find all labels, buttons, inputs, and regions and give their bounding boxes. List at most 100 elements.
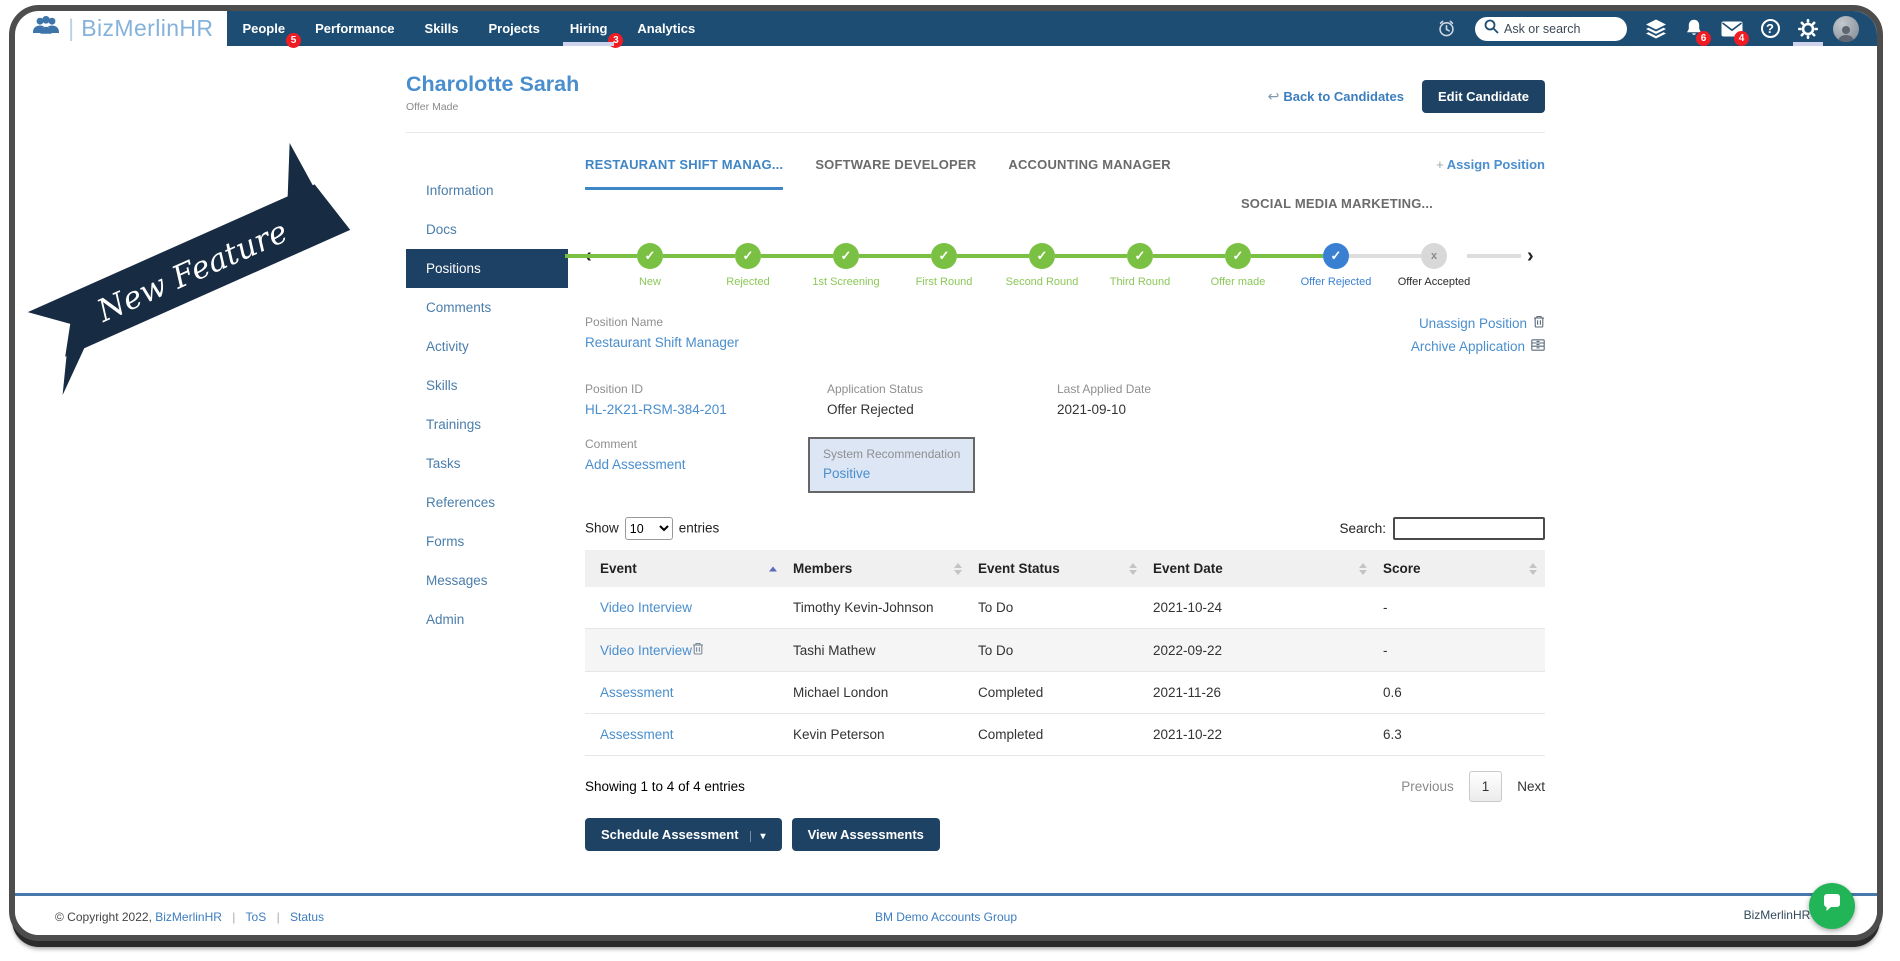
settings-gear-icon[interactable] [1789,11,1827,46]
sidebar-item-information[interactable]: Information [426,183,494,198]
event-date-cell: 2022-09-22 [1145,628,1375,672]
global-search [1475,16,1627,41]
stage-1st-screening: ✓ 1st Screening [761,243,895,288]
mail-badge: 4 [1734,31,1749,46]
show-entries-select[interactable]: 10 [624,517,673,540]
sidebar-item-admin[interactable]: Admin [426,612,465,627]
chat-widget-button[interactable] [1809,883,1855,929]
event-link[interactable]: Assessment [600,685,674,700]
search-input[interactable] [1504,21,1618,36]
nav-item-analytics[interactable]: Analytics [637,21,696,36]
candidate-status: Offer Made [406,101,459,113]
assign-position-link[interactable]: + Assign Position [1436,157,1545,172]
edit-candidate-button[interactable]: Edit Candidate [1421,80,1545,113]
position-name-link[interactable]: Restaurant Shift Manager [585,335,739,350]
stage-check-icon[interactable]: ✓ [637,243,663,269]
archive-application-link[interactable]: Archive Application [1411,339,1545,354]
schedule-assessment-button[interactable]: Schedule Assessment ▾ [585,818,782,851]
hiring-badge: 3 [608,33,624,48]
table-search-input[interactable] [1393,517,1545,540]
column-header-event-date[interactable]: Event Date [1145,550,1375,587]
nav-item-projects[interactable]: Projects [488,21,540,36]
sidebar-item-trainings[interactable]: Trainings [426,417,482,432]
unassign-position-link[interactable]: Unassign Position [1411,315,1545,331]
sidebar-item-docs[interactable]: Docs [426,222,457,237]
sort-icon [954,562,962,575]
logo-divider: | [68,14,75,42]
stage-check-icon[interactable]: ✓ [1029,243,1055,269]
position-tabs: RESTAURANT SHIFT MANAG... SOFTWARE DEVEL… [585,157,1545,190]
chat-bubble-icon [1820,892,1844,921]
event-date-cell: 2021-10-24 [1145,587,1375,629]
tab-restaurant-shift-manager[interactable]: RESTAURANT SHIFT MANAG... [585,157,784,190]
column-header-event[interactable]: Event [585,550,785,587]
notifications-bell-icon[interactable]: 6 [1675,11,1713,46]
add-assessment-link[interactable]: Add Assessment [585,457,686,472]
sidebar-item-skills[interactable]: Skills [426,378,458,393]
column-header-score[interactable]: Score [1375,550,1545,587]
candidate-sidebar: Information Docs Positions Comments Acti… [406,133,568,639]
delete-event-trash-icon[interactable] [692,642,704,658]
stack-layers-icon[interactable] [1637,11,1675,46]
sidebar-item-messages[interactable]: Messages [426,573,488,588]
event-link[interactable]: Video Interview [600,600,693,615]
sidebar-item-forms[interactable]: Forms [426,534,465,549]
column-header-event-status[interactable]: Event Status [970,550,1145,587]
members-cell: Kevin Peterson [785,713,970,756]
help-icon[interactable]: ? [1751,11,1789,46]
nav-item-skills[interactable]: Skills [424,21,459,36]
app-window: | BizMerlinHR People 5 Performance Skill… [9,5,1883,941]
demo-accounts-group-link[interactable]: BM Demo Accounts Group [874,910,1018,924]
event-date-cell: 2021-10-22 [1145,713,1375,756]
time-clock-icon[interactable] [1427,11,1465,46]
logo[interactable]: | BizMerlinHR [15,11,228,46]
tos-link[interactable]: ToS [245,910,267,924]
stage-offer-made: ✓ Offer made [1153,243,1287,288]
pagination-previous[interactable]: Previous [1401,779,1454,794]
sidebar-item-comments[interactable]: Comments [426,300,492,315]
bell-badge: 6 [1696,31,1711,46]
sidebar-item-references[interactable]: References [426,495,496,510]
back-to-candidates-link[interactable]: ↩ Back to Candidates [1267,88,1404,104]
stage-check-icon[interactable]: ✓ [1225,243,1251,269]
score-cell: 0.6 [1375,671,1545,714]
event-link[interactable]: Assessment [600,727,674,742]
pagination-page-1[interactable]: 1 [1468,771,1503,802]
hiring-stage-timeline: ‹ ✓ New ✓ Rejected ✓ 1st Screening ✓ Fir… [565,243,1545,288]
dropdown-caret-icon: ▾ [749,831,766,842]
stage-check-icon[interactable]: ✓ [931,243,957,269]
stage-check-icon[interactable]: ✓ [1127,243,1153,269]
tab-software-developer[interactable]: SOFTWARE DEVELOPER [815,157,977,172]
stage-check-icon[interactable]: ✓ [735,243,761,269]
logo-text: BizMerlinHR [81,15,214,41]
footer-brand-link[interactable]: BizMerlinHR [155,910,222,924]
score-cell: - [1375,587,1545,629]
user-avatar[interactable] [1827,11,1865,46]
event-link[interactable]: Video Interview [600,643,693,658]
view-assessments-button[interactable]: View Assessments [791,818,940,851]
stage-rejected: ✓ Rejected [663,243,797,288]
timeline-next-chevron[interactable]: › [1527,245,1534,267]
stage-check-icon[interactable]: ✓ [1323,243,1349,269]
messages-envelope-icon[interactable]: 4 [1713,11,1751,46]
position-id-label: Position ID [585,382,644,396]
nav-item-performance[interactable]: Performance [315,21,395,36]
position-name-label: Position Name [585,315,664,329]
sidebar-item-activity[interactable]: Activity [426,339,469,354]
score-cell: 6.3 [1375,713,1545,756]
sort-icon [1529,562,1537,575]
nav-item-hiring[interactable]: Hiring 3 [555,11,624,48]
top-navbar: | BizMerlinHR People 5 Performance Skill… [15,11,1877,48]
stage-check-icon[interactable]: ✓ [833,243,859,269]
sidebar-item-tasks[interactable]: Tasks [426,456,461,471]
tab-accounting-manager[interactable]: ACCOUNTING MANAGER [1008,157,1171,172]
nav-item-people[interactable]: People 5 [227,11,302,48]
position-id-link[interactable]: HL-2K21-RSM-384-201 [585,402,727,417]
pagination-next[interactable]: Next [1517,779,1545,794]
last-applied-date-label: Last Applied Date [1057,382,1152,396]
stage-cross-icon[interactable]: x [1421,243,1447,269]
column-header-members[interactable]: Members [785,550,970,587]
status-link[interactable]: Status [290,910,325,924]
sidebar-item-positions[interactable]: Positions [406,249,568,288]
tab-social-media-marketing[interactable]: SOCIAL MEDIA MARKETING... [1240,196,1433,211]
